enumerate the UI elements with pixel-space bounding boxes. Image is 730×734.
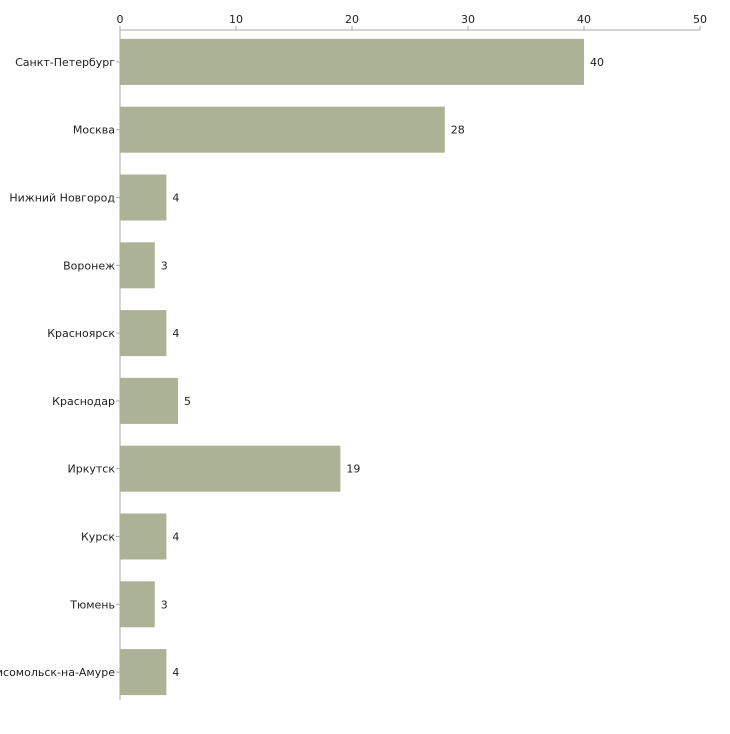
category-label: Комсомольск-на-Амуре [0, 666, 115, 679]
bar [120, 649, 167, 696]
category-label: Санкт-Петербург [15, 56, 115, 69]
value-label: 4 [172, 531, 179, 544]
category-label: Красноярск [47, 327, 115, 340]
x-tick-label: 0 [117, 13, 124, 26]
bar [120, 242, 155, 289]
x-tick-label: 50 [693, 13, 707, 26]
value-label: 19 [346, 463, 360, 476]
value-label: 40 [590, 56, 604, 69]
x-tick-label: 30 [461, 13, 475, 26]
x-tick-label: 20 [345, 13, 359, 26]
value-label: 4 [172, 666, 179, 679]
value-label: 5 [184, 395, 191, 408]
category-label: Курск [81, 531, 115, 544]
bar [120, 581, 155, 628]
category-label: Воронеж [63, 259, 115, 272]
bar [120, 377, 178, 424]
bar [120, 513, 167, 560]
bar [120, 174, 167, 221]
category-label: Нижний Новгород [9, 192, 115, 205]
category-label: Краснодар [52, 395, 115, 408]
value-label: 28 [451, 124, 465, 137]
category-label: Тюмень [69, 598, 115, 611]
bar [120, 310, 167, 357]
value-label: 3 [161, 598, 168, 611]
value-label: 3 [161, 259, 168, 272]
bars-layer [120, 38, 584, 696]
x-tick-label: 10 [229, 13, 243, 26]
value-label: 4 [172, 327, 179, 340]
x-tick-label: 40 [577, 13, 591, 26]
category-label: Москва [73, 124, 115, 137]
bar [120, 106, 445, 153]
bar [120, 38, 584, 85]
labels-layer: Санкт-Петербург 40 Москва 28 Нижний Новгород… [0, 56, 604, 679]
category-label: Иркутск [68, 463, 116, 476]
value-label: 4 [172, 192, 179, 205]
bar [120, 445, 341, 492]
